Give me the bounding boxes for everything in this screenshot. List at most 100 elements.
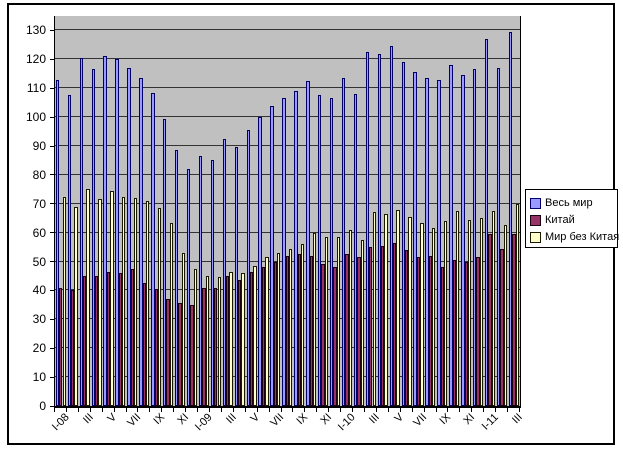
x-tick-label: I-11 <box>479 411 502 433</box>
x-tick-label: V <box>105 411 120 425</box>
x-tick-label: III <box>223 411 239 427</box>
bar-series2-III-08 <box>82 276 87 406</box>
x-tick-label: IX <box>294 411 311 428</box>
x-tick-label: I-08 <box>49 411 72 434</box>
x-axis-tick <box>244 408 246 412</box>
bar-series3-VII-08 <box>134 198 138 406</box>
bar-series1-II-11 <box>496 68 501 406</box>
bar-series1-XII-10 <box>473 69 477 406</box>
x-axis-tick <box>280 408 282 412</box>
gridline <box>55 173 520 175</box>
y-axis-tick <box>50 174 55 176</box>
x-tick-label: III <box>366 411 382 427</box>
x-tick-label: VII <box>268 411 287 430</box>
bar-series2-V-10 <box>392 242 397 406</box>
y-tick-label: 0 <box>39 399 46 413</box>
x-axis-tick <box>173 408 175 412</box>
x-axis-tick <box>185 408 187 412</box>
bar-series3-VII-10 <box>420 222 424 406</box>
bar-series2-I-10 <box>345 254 349 406</box>
bar-series2-IX-08 <box>154 289 158 406</box>
bar-series2-IX-09 <box>297 254 301 406</box>
bar-series1-VI-10 <box>401 62 405 406</box>
x-axis-tick <box>352 408 354 412</box>
bar-series1-I-09 <box>198 156 203 406</box>
bar-series3-II-08 <box>74 206 78 406</box>
legend-label: Весь мир <box>545 197 593 209</box>
x-axis-tick <box>77 408 79 412</box>
x-axis-tick <box>161 408 163 412</box>
bar-series2-I-08 <box>59 287 63 406</box>
bar-series1-V-09 <box>246 130 250 406</box>
bar-series3-VIII-09 <box>289 248 293 406</box>
x-axis-tick <box>519 408 520 412</box>
x-axis-tick <box>316 408 318 412</box>
y-axis-tick <box>50 261 55 263</box>
bar-series1-X-08 <box>163 118 167 406</box>
gridline <box>55 231 520 233</box>
bar-series3-II-11 <box>503 225 507 406</box>
bar-series1-VII-10 <box>413 72 417 406</box>
chart-frame: 0 10 20 30 40 50 60 70 80 90 100 110 120 130 I-08 III V… <box>7 3 619 445</box>
y-axis-labels: 0 10 20 30 40 50 60 70 80 90 100 110 120 130 <box>9 16 49 413</box>
bar-series1-II-10 <box>353 94 358 406</box>
bar-series3-I-09 <box>205 276 209 406</box>
x-axis-tick <box>137 408 139 412</box>
x-tick-label: VII <box>411 411 430 430</box>
bar-series2-IV-08 <box>94 276 99 406</box>
bar-series2-III-10 <box>369 247 373 406</box>
bar-series1-II-08 <box>67 95 72 406</box>
bar-series1-VIII-10 <box>425 78 429 406</box>
bar-series3-X-10 <box>455 211 460 406</box>
bar-series3-XI-08 <box>181 252 186 406</box>
legend-label: Мир без Китая <box>545 231 620 243</box>
bar-series1-I-10 <box>341 78 346 406</box>
bar-series1-XI-09 <box>318 95 322 406</box>
bars <box>55 16 520 406</box>
legend-item-world: Весь мир <box>530 195 617 211</box>
y-tick-label: 90 <box>32 139 46 153</box>
bar-series3-I-10 <box>348 229 352 406</box>
x-axis-tick <box>495 408 497 412</box>
bar-series1-IX-10 <box>437 79 441 406</box>
x-tick-label: IX <box>151 411 168 428</box>
x-axis-tick <box>54 408 55 412</box>
gridline <box>55 116 520 118</box>
bar-series2-V-09 <box>249 271 254 406</box>
bar-series2-VI-10 <box>404 250 409 406</box>
bar-series2-VIII-10 <box>428 255 433 406</box>
bar-series3-VIII-10 <box>432 228 436 406</box>
x-axis-tick <box>101 408 103 412</box>
bar-series2-IX-10 <box>440 267 445 406</box>
x-axis-tick <box>304 408 306 412</box>
x-axis-tick <box>256 408 258 412</box>
x-axis-tick <box>65 408 67 412</box>
y-tick-label: 50 <box>32 254 46 269</box>
bar-series2-XI-10 <box>464 261 468 406</box>
y-tick-label: 130 <box>25 23 46 38</box>
bar-series2-X-10 <box>452 260 456 406</box>
bar-series1-IV-08 <box>91 69 95 406</box>
bar-series1-V-08 <box>103 56 107 406</box>
bar-series3-XII-09 <box>336 237 341 406</box>
bar-series1-VIII-08 <box>139 78 143 406</box>
bar-series2-IV-09 <box>237 280 242 406</box>
x-axis-tick <box>149 408 151 412</box>
bar-series2-VII-10 <box>416 257 421 406</box>
bar-series1-II-09 <box>210 160 215 406</box>
gridline <box>55 145 520 146</box>
y-tick-label: 30 <box>32 312 46 327</box>
x-axis-tick <box>125 408 127 412</box>
x-tick-label: III <box>509 411 525 427</box>
plot-area <box>50 16 521 408</box>
x-axis-tick <box>387 408 389 412</box>
bar-series3-IV-08 <box>98 199 102 406</box>
bar-series1-III-10 <box>365 52 370 406</box>
x-tick-label: I-09 <box>192 411 215 434</box>
y-axis-tick <box>50 376 55 378</box>
bar-series3-V-09 <box>253 265 257 406</box>
bar-series3-V-08 <box>110 190 114 406</box>
bar-series2-V-08 <box>106 271 111 406</box>
x-tick-label: XI <box>461 411 478 428</box>
